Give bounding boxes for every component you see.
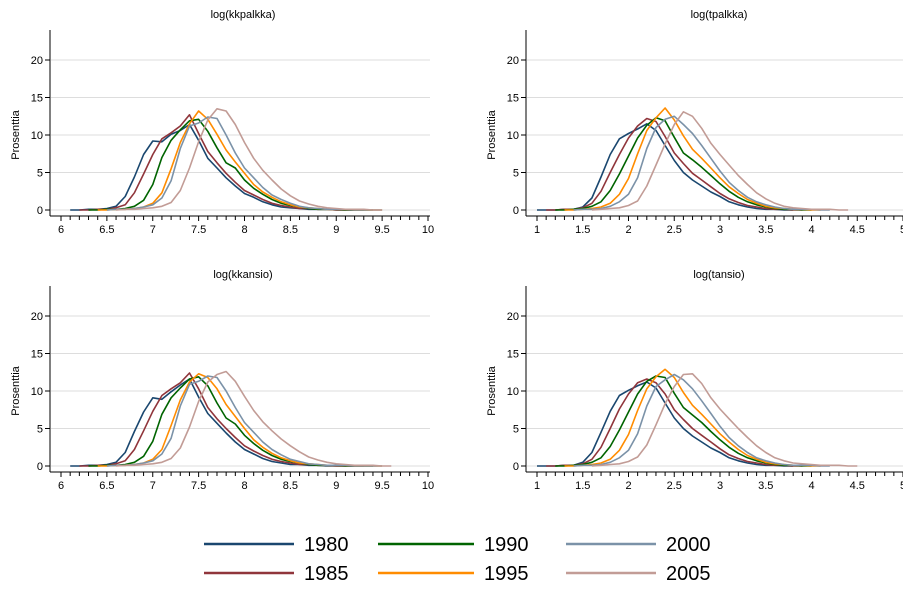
panel-title: log(tpalkka) bbox=[691, 9, 748, 21]
x-tick-label: 1 bbox=[534, 480, 540, 492]
panel-3: 0 5 10 15 20 6 6.5 7 7.5 8 8.5 9 9.5 10 log(kkansio) Pr… bbox=[10, 269, 434, 492]
y-tick-label: 15 bbox=[31, 93, 43, 105]
y-axis-label: Prosenttia bbox=[10, 109, 22, 159]
y-tick-label: 0 bbox=[37, 461, 43, 473]
panel-title: log(kkansio) bbox=[213, 269, 272, 281]
x-tick-label: 1.5 bbox=[575, 480, 590, 492]
y-axis-label: Prosenttia bbox=[486, 109, 498, 159]
series-line-2000 bbox=[573, 115, 830, 211]
panel-2: 0 5 10 15 20 1 1.5 2 2.5 3 3.5 4 4.5 5 log(tpalkka) Pro… bbox=[486, 9, 903, 236]
x-tick-label: 1.5 bbox=[575, 224, 590, 236]
series-line-1985 bbox=[546, 378, 803, 467]
series-line-1980 bbox=[70, 378, 355, 467]
x-tick-label: 9.5 bbox=[374, 224, 389, 236]
x-tick-label: 3.5 bbox=[758, 480, 773, 492]
series-line-1985 bbox=[79, 114, 364, 211]
x-tick-label: 2.5 bbox=[667, 224, 682, 236]
x-tick-label: 2 bbox=[625, 480, 631, 492]
y-tick-label: 20 bbox=[31, 55, 43, 67]
y-tick-label: 20 bbox=[507, 311, 519, 323]
panel-title: log(kkpalkka) bbox=[211, 9, 276, 21]
x-tick-label: 6 bbox=[58, 224, 64, 236]
y-tick-label: 5 bbox=[513, 168, 519, 180]
x-tick-label: 3 bbox=[717, 480, 723, 492]
legend-item-1995: 1995 bbox=[378, 563, 529, 585]
series-line-1985 bbox=[79, 372, 364, 467]
series-line-1995 bbox=[564, 368, 821, 467]
y-tick-label: 20 bbox=[31, 311, 43, 323]
x-tick-label: 9 bbox=[333, 224, 339, 236]
x-tick-label: 10 bbox=[422, 224, 434, 236]
y-tick-label: 0 bbox=[513, 205, 519, 217]
x-tick-label: 4.5 bbox=[850, 480, 865, 492]
x-tick-label: 4.5 bbox=[850, 224, 865, 236]
x-tick-label: 8.5 bbox=[283, 480, 298, 492]
x-tick-label: 5 bbox=[900, 480, 903, 492]
series-line-2005 bbox=[591, 372, 858, 467]
x-tick-label: 7 bbox=[150, 480, 156, 492]
y-tick-label: 10 bbox=[31, 386, 43, 398]
x-tick-label: 1 bbox=[534, 224, 540, 236]
legend-item-1980: 1980 bbox=[204, 534, 349, 556]
y-tick-label: 0 bbox=[513, 461, 519, 473]
legend: 1980 1990 2000 1985 1995 2005 bbox=[204, 534, 711, 585]
y-tick-label: 15 bbox=[507, 93, 519, 105]
legend-item-2005: 2005 bbox=[566, 563, 711, 585]
series-line-2005 bbox=[115, 370, 392, 467]
y-tick-label: 10 bbox=[507, 130, 519, 142]
x-tick-label: 7.5 bbox=[191, 224, 206, 236]
legend-label: 2000 bbox=[666, 534, 711, 556]
x-tick-label: 6 bbox=[58, 480, 64, 492]
x-tick-label: 6.5 bbox=[99, 480, 114, 492]
legend-item-1990: 1990 bbox=[378, 534, 529, 556]
x-tick-label: 3.5 bbox=[758, 224, 773, 236]
y-tick-label: 0 bbox=[37, 205, 43, 217]
y-tick-label: 10 bbox=[507, 386, 519, 398]
series-line-2005 bbox=[591, 111, 849, 211]
y-tick-label: 5 bbox=[513, 424, 519, 436]
series-line-2000 bbox=[106, 375, 383, 467]
legend-label: 1995 bbox=[484, 563, 529, 585]
x-tick-label: 7 bbox=[150, 224, 156, 236]
panel-title: log(tansio) bbox=[693, 269, 744, 281]
x-tick-label: 4 bbox=[808, 480, 814, 492]
y-tick-label: 20 bbox=[507, 55, 519, 67]
y-tick-label: 5 bbox=[37, 168, 43, 180]
x-tick-label: 10 bbox=[422, 480, 434, 492]
x-tick-label: 5 bbox=[900, 224, 903, 236]
series-line-2005 bbox=[115, 108, 383, 211]
x-tick-label: 8 bbox=[241, 224, 247, 236]
y-tick-label: 10 bbox=[31, 130, 43, 142]
x-tick-label: 4 bbox=[808, 224, 814, 236]
y-tick-label: 5 bbox=[37, 424, 43, 436]
panel-1: 0 5 10 15 20 6 6.5 7 7.5 8 8.5 9 9.5 10 log(kkpalkka) P… bbox=[10, 9, 434, 236]
series-line-1990 bbox=[555, 375, 812, 467]
x-tick-label: 8 bbox=[241, 480, 247, 492]
y-axis-label: Prosenttia bbox=[486, 365, 498, 415]
legend-label: 1985 bbox=[304, 563, 349, 585]
y-axis-label: Prosenttia bbox=[10, 365, 22, 415]
x-tick-label: 9.5 bbox=[374, 480, 389, 492]
y-tick-label: 15 bbox=[31, 349, 43, 361]
panel-4: 0 5 10 15 20 1 1.5 2 2.5 3 3.5 4 4.5 5 log(tansio) Pros… bbox=[486, 269, 903, 492]
legend-label: 1980 bbox=[304, 534, 349, 556]
x-tick-label: 2.5 bbox=[667, 480, 682, 492]
x-tick-label: 2 bbox=[625, 224, 631, 236]
x-tick-label: 3 bbox=[717, 224, 723, 236]
legend-label: 1990 bbox=[484, 534, 529, 556]
x-tick-label: 6.5 bbox=[99, 224, 114, 236]
x-tick-label: 7.5 bbox=[191, 480, 206, 492]
series-line-1985 bbox=[546, 117, 803, 211]
x-tick-label: 9 bbox=[333, 480, 339, 492]
series-line-2000 bbox=[573, 373, 830, 467]
legend-label: 2005 bbox=[666, 563, 711, 585]
x-tick-label: 8.5 bbox=[283, 224, 298, 236]
y-tick-label: 15 bbox=[507, 349, 519, 361]
series-line-1980 bbox=[70, 123, 355, 211]
legend-item-1985: 1985 bbox=[204, 563, 349, 585]
legend-item-2000: 2000 bbox=[566, 534, 711, 556]
